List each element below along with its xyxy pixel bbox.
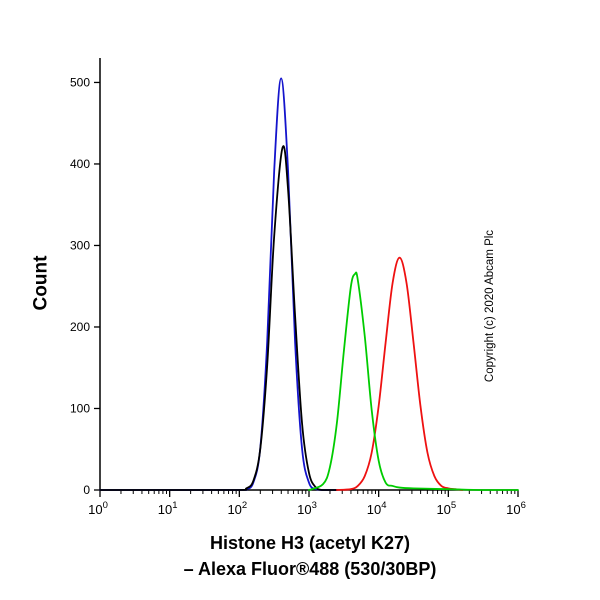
figure-title: Histone H3 (acetyl K27) – Alexa Fluor®48… [60, 530, 560, 582]
x-tick-label: 103 [297, 500, 317, 517]
x-tick-label: 100 [88, 500, 108, 517]
y-tick-label: 500 [70, 75, 90, 89]
series-curve-red [335, 256, 464, 491]
y-tick-label: 300 [70, 238, 90, 252]
y-axis-label: Count [30, 255, 52, 311]
figure-title-line1: Histone H3 (acetyl K27) [209, 533, 411, 553]
y-tick-label: 400 [70, 157, 90, 171]
x-tick-label: 101 [158, 500, 178, 517]
copyright-text: Copyright (c) 2020 Abcam Plc [483, 229, 496, 383]
x-tick-label: 102 [227, 500, 247, 517]
y-tick-label: 100 [70, 401, 90, 415]
x-tick-label: 105 [436, 500, 456, 517]
y-tick-label: 200 [70, 320, 90, 334]
series-curve-black [99, 145, 338, 491]
y-tick-label: 0 [83, 483, 90, 497]
x-tick-label: 104 [367, 500, 387, 517]
x-tick-label: 106 [506, 500, 526, 517]
figure-title-line2: – Alexa Fluor®488 (530/30BP) [183, 559, 437, 579]
series-curve-green [308, 271, 519, 491]
series-curve-blue [99, 77, 338, 491]
